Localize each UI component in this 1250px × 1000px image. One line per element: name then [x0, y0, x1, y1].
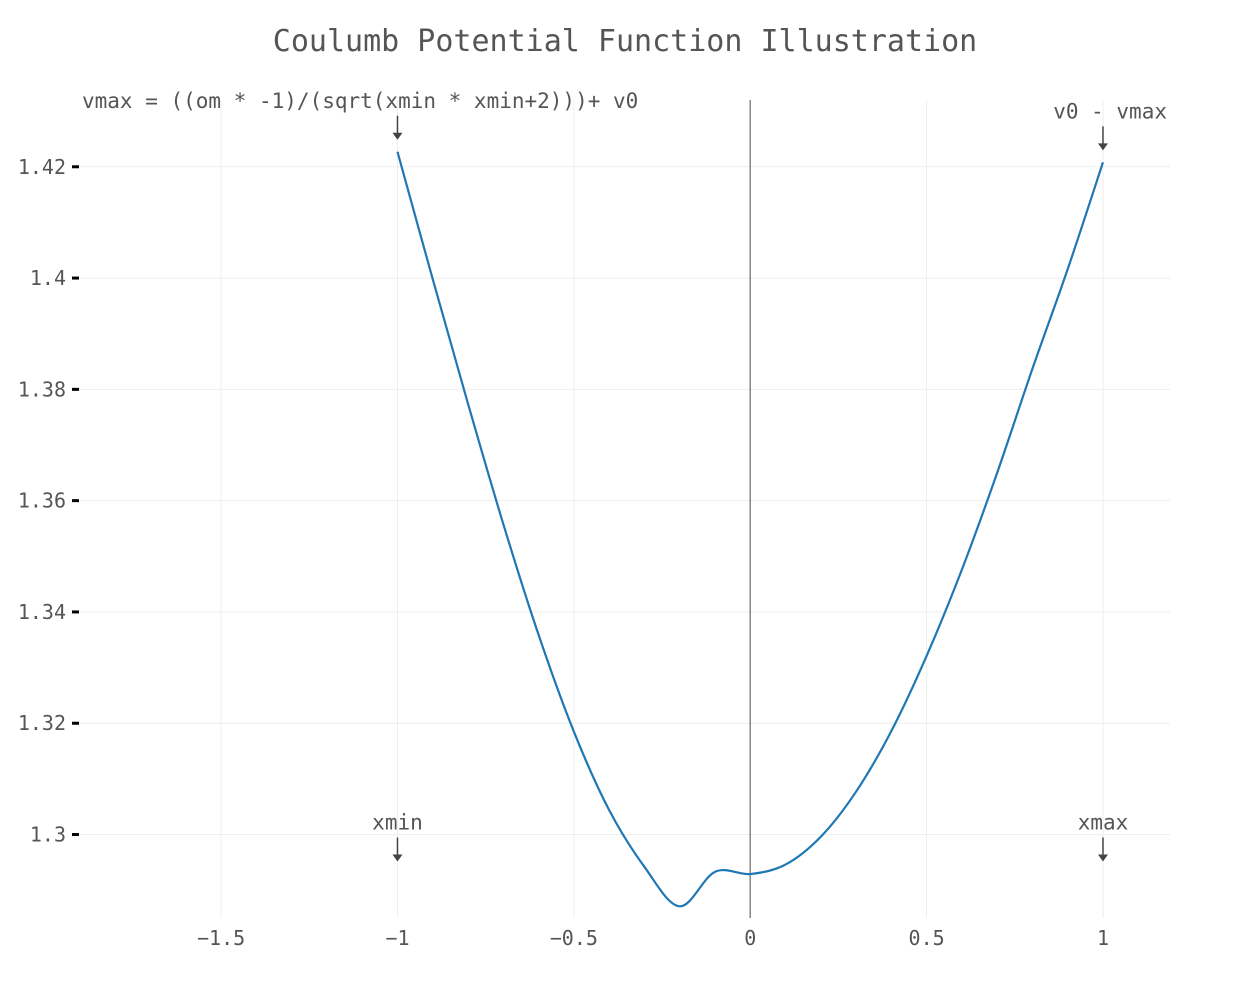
- x-tick-label-0: −1.5: [197, 926, 245, 950]
- annotation-label-0: vmax = ((om * -1)/(sqrt(xmin * xmin+2)))…: [82, 89, 638, 113]
- y-tick-label-3: 1.36: [18, 489, 66, 513]
- annotation-label-2: xmin: [372, 810, 423, 834]
- annotation-arrow-head-2: [392, 854, 403, 862]
- annotation-arrow-head-1: [1097, 143, 1108, 151]
- y-tick-label-1: 1.32: [18, 711, 66, 735]
- x-tick-label-1: −1: [385, 926, 409, 950]
- y-tick-label-4: 1.38: [18, 377, 66, 401]
- x-tick-label-2: −0.5: [550, 926, 598, 950]
- y-axis: 1.3 1.32 1.34 1.36 1.38 1.4 1.42: [18, 155, 79, 847]
- series-line-0: [396, 151, 1105, 908]
- y-tick-label-2: 1.34: [18, 600, 66, 624]
- annotations: vmax = ((om * -1)/(sqrt(xmin * xmin+2)))…: [82, 89, 1167, 862]
- grid: [80, 100, 1170, 918]
- y-tick-label-5: 1.4: [30, 266, 66, 290]
- y-tick-label-6: 1.42: [18, 155, 66, 179]
- x-tick-label-3: 0: [744, 926, 756, 950]
- chart-title: Coulumb Potential Function Illustration: [273, 24, 977, 59]
- x-tick-label-5: 1: [1097, 926, 1109, 950]
- x-tick-label-4: 0.5: [909, 926, 945, 950]
- annotation-label-1: v0 - vmax: [1053, 99, 1167, 123]
- annotation-arrow-head-3: [1097, 854, 1108, 862]
- annotation-arrow-head-0: [392, 132, 403, 140]
- series: [396, 151, 1105, 908]
- annotation-label-3: xmax: [1078, 810, 1129, 834]
- y-tick-label-0: 1.3: [30, 823, 66, 847]
- x-axis: −1.5 −1 −0.5 0 0.5 1: [197, 926, 1109, 950]
